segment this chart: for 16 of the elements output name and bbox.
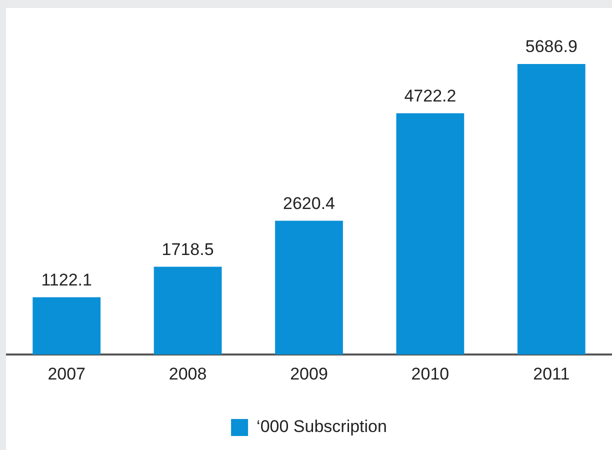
bar: [517, 64, 586, 355]
bar: [154, 266, 222, 355]
x-tick-label: 2009: [290, 364, 328, 384]
data-label: 1718.5: [162, 240, 214, 259]
legend-label: ‘000 Subscription: [256, 417, 387, 436]
x-tick-label: 2008: [168, 364, 207, 384]
bar: [32, 297, 101, 355]
data-label: 1122.1: [41, 270, 92, 290]
x-tick-label: 2010: [411, 364, 450, 384]
bar: [275, 220, 343, 355]
x-tick-label: 2011: [533, 364, 570, 384]
bar: [396, 113, 464, 355]
data-label: 5686.9: [525, 37, 578, 56]
data-label: 4722.2: [404, 86, 456, 106]
x-tick-label: 2007: [48, 364, 86, 384]
data-label: 2620.4: [283, 194, 335, 213]
